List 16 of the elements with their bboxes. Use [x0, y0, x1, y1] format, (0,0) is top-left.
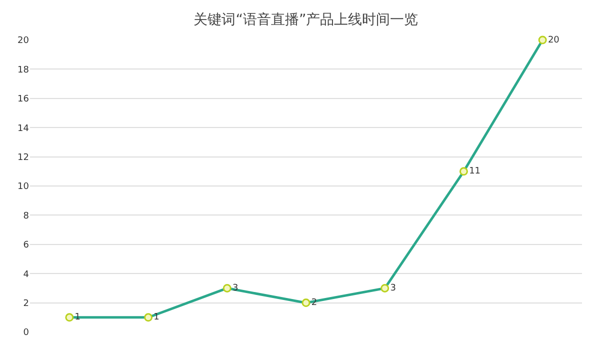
y-tick-label: 0 — [23, 328, 30, 338]
y-tick-label: 2 — [23, 298, 29, 309]
data-label: 20 — [548, 35, 560, 46]
data-label: 3 — [390, 283, 396, 294]
y-tick-label: 4 — [23, 270, 30, 280]
y-tick-label: 18 — [18, 65, 30, 76]
y-tick-label: 6 — [23, 240, 30, 251]
y-tick-label: 10 — [18, 182, 30, 192]
y-tick-label: 14 — [18, 124, 30, 134]
data-label: 11 — [469, 166, 481, 177]
data-label: 1 — [154, 312, 160, 323]
y-tick-label: 12 — [18, 152, 29, 163]
y-tick-label: 8 — [23, 211, 30, 222]
y-tick-label: 20 — [18, 36, 30, 46]
chart-title: 关键词“语音直播”产品上线时间一览 — [194, 12, 418, 28]
y-tick-label: 16 — [18, 94, 30, 105]
